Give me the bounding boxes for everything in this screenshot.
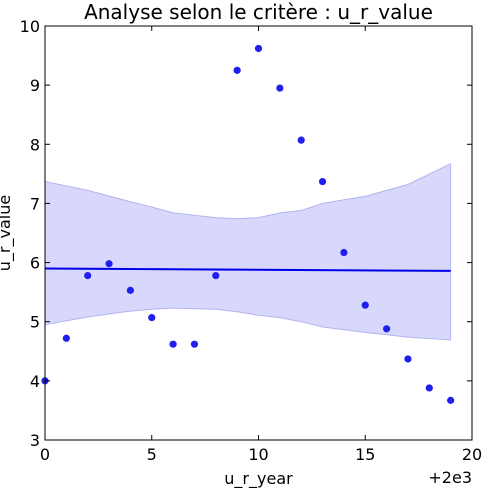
data-point — [425, 384, 433, 392]
data-point — [126, 286, 134, 294]
y-tick-label: 6 — [30, 254, 40, 273]
data-point — [212, 271, 220, 280]
y-tick-label: 10 — [20, 17, 40, 36]
x-tick-label: 10 — [248, 445, 268, 464]
y-axis-label: u_r_value — [0, 195, 15, 271]
y-tick-label: 3 — [30, 431, 40, 450]
y-tick-label: 5 — [30, 313, 40, 332]
data-point — [169, 340, 177, 348]
data-point — [404, 355, 412, 363]
data-point — [383, 325, 391, 333]
data-point — [62, 334, 70, 342]
data-point — [447, 396, 455, 404]
confidence-band — [44, 163, 452, 341]
data-point — [340, 248, 348, 257]
data-point — [276, 84, 284, 92]
y-tick-label: 8 — [30, 135, 40, 154]
x-tick-label: 5 — [147, 445, 157, 464]
y-tick-label: 9 — [30, 76, 40, 95]
chart-title: Analyse selon le critère : u_r_value — [84, 0, 433, 24]
x-axis-label: u_r_year — [224, 469, 293, 489]
data-point — [318, 177, 327, 186]
x-tick-label: 15 — [355, 445, 375, 464]
y-tick-label: 7 — [30, 194, 40, 213]
regression-line — [44, 267, 451, 272]
data-point — [84, 271, 92, 280]
data-point — [190, 340, 199, 348]
data-point — [254, 44, 263, 53]
data-point — [148, 313, 156, 322]
x-axis-offset-label: +2e3 — [428, 468, 472, 487]
y-tick-label: 4 — [30, 372, 40, 391]
data-point — [297, 136, 305, 144]
data-point — [105, 260, 113, 268]
x-tick-label: 0 — [40, 445, 50, 464]
data-point — [361, 301, 369, 309]
x-tick-label: 20 — [462, 445, 482, 464]
data-point — [233, 66, 241, 74]
